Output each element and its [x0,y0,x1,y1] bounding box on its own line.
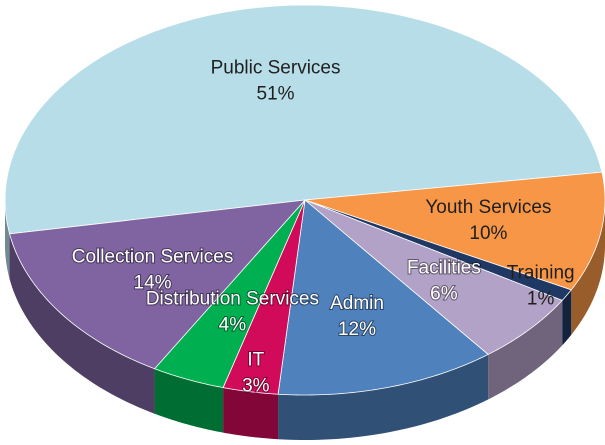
slice-value-label: 14% [134,272,172,293]
slice-label: IT [247,350,264,371]
slice [222,199,306,395]
slice [304,199,572,301]
slice [277,199,489,396]
slice-value-label: 51% [257,84,295,105]
slice-label: Training [507,263,575,284]
slice-label: Distribution Services [146,288,319,309]
slice [153,199,306,389]
slice [9,199,306,370]
slice-label: Collection Services [72,246,234,267]
slice-side [9,233,155,414]
slice-value-label: 6% [430,283,458,304]
slice-label: Admin [330,293,384,314]
slice-value-label: 4% [219,314,247,335]
slice-side [571,200,605,335]
slice-side [488,300,563,400]
slice-side [154,368,224,433]
slice-side [562,289,572,346]
slice-side [223,387,279,440]
slice-value-label: 12% [338,319,376,340]
slice-label: Facilities [407,257,481,278]
slice-side [5,200,10,279]
slice-label: Youth Services [425,197,551,218]
slice-label: Public Services [211,58,341,79]
slice-value-label: 3% [242,376,270,397]
slice-value-label: 10% [469,223,507,244]
slice [4,4,603,235]
slice [304,199,563,355]
slice-value-label: 1% [527,289,555,310]
